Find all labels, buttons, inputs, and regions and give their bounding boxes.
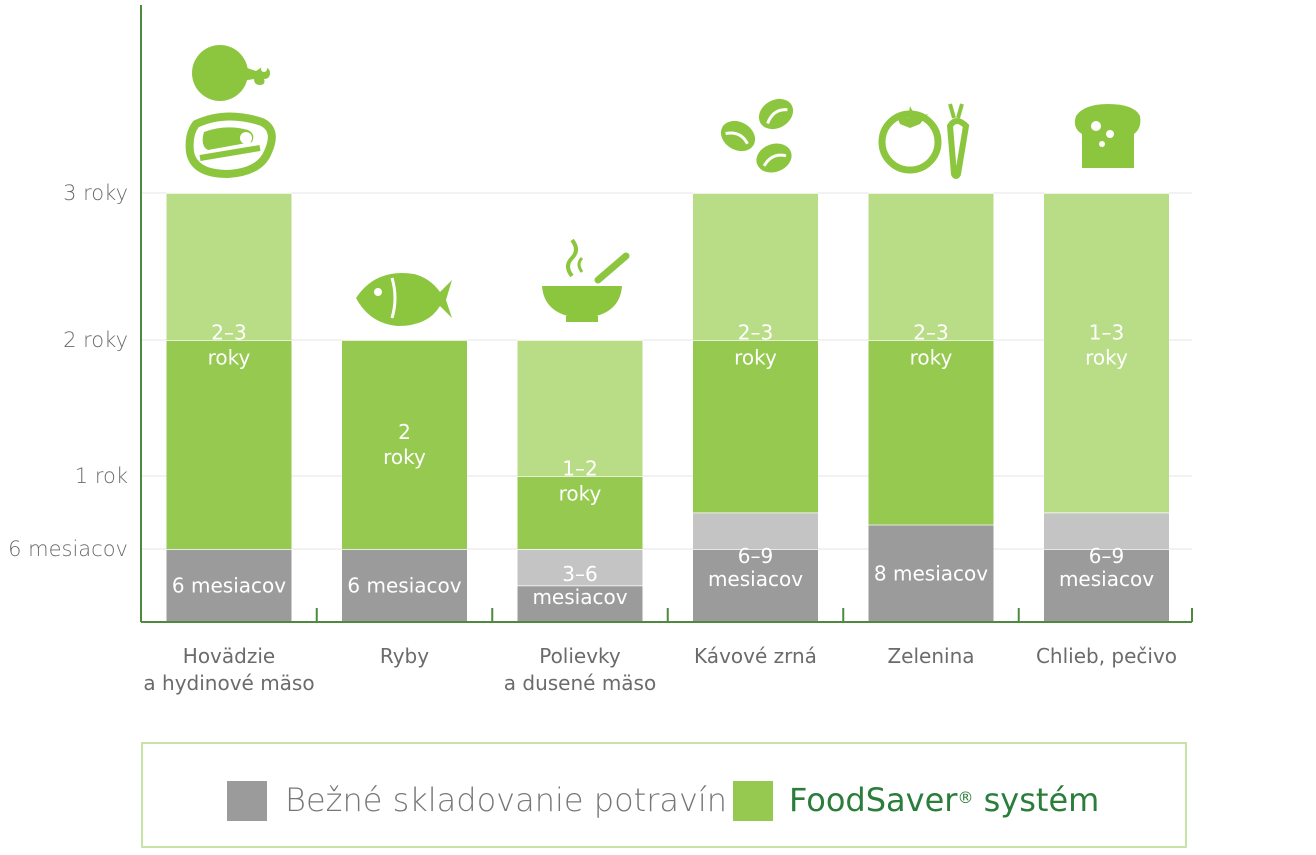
bar-label-conventional: 6–9: [738, 544, 773, 568]
bar-conventional-range-soups: [517, 549, 643, 586]
category-labels: Hovädzie a hydinové mäso Ryby Polievky a dus…: [143, 644, 1177, 695]
foodsaver-brand: FoodSaver: [789, 781, 958, 819]
bar-label-conventional: 6 mesiacov: [347, 574, 461, 598]
bar-foodsaver-range-coffee: [693, 193, 818, 340]
x-category-label: Polievky: [539, 644, 621, 668]
soup-bowl-icon: [542, 238, 630, 322]
bar-label-foodsaver: 2–3: [913, 321, 948, 345]
x-category-label: Kávové zrná: [694, 644, 817, 668]
bar-conventional-min-coffee: [693, 549, 818, 622]
coffee-beans-icon: [720, 98, 794, 173]
legend-swatch-foodsaver: [733, 781, 773, 821]
bar-label-conventional: mesiacov: [708, 567, 803, 591]
y-tick-label: 2 roky: [63, 328, 128, 352]
bar-label-foodsaver: roky: [734, 346, 777, 370]
bar-foodsaver-min-fish: [342, 340, 467, 549]
chicken-leg-icon: [192, 45, 270, 101]
bar-foodsaver-min-beef-poultry: [166, 340, 292, 549]
y-tick-label: 3 roky: [63, 181, 128, 205]
registered-mark: ®: [957, 788, 974, 807]
y-tick-label: 1 rok: [75, 464, 128, 488]
bar-foodsaver-min-soups: [517, 476, 643, 549]
bar-conventional-range-bread: [1044, 512, 1169, 549]
steak-icon: [185, 112, 276, 179]
y-tick-label: 6 mesiacov: [8, 537, 128, 561]
bar-label-foodsaver: roky: [1085, 346, 1128, 370]
bar-conventional-min-beef-poultry: [166, 549, 292, 622]
bar-foodsaver-min-coffee: [693, 340, 818, 513]
bread-icon: [1074, 104, 1141, 168]
storage-time-chart: 6 mesiacov 1 rok 2 roky 3 roky 6 mesiacov 2–…: [8, 5, 1193, 695]
bar-label-foodsaver: 2–3: [738, 321, 773, 345]
bar-foodsaver-min-vegetables: [868, 340, 994, 525]
x-category-label: Zelenina: [887, 644, 974, 668]
gridlines: [141, 192, 1192, 550]
x-category-label: Ryby: [380, 644, 429, 668]
bar-label-conventional: mesiacov: [1059, 567, 1154, 591]
bar-label-foodsaver: roky: [383, 445, 426, 469]
y-axis-ticks: 6 mesiacov 1 rok 2 roky 3 roky: [8, 181, 128, 561]
category-icons: [185, 45, 1141, 326]
bar-label-foodsaver: 1–2: [562, 457, 597, 481]
legend-label-conventional: Bežné skladovanie potravín: [285, 781, 728, 819]
bar-label-conventional: 6 mesiacov: [172, 574, 286, 598]
bar-label-conventional: 8 mesiacov: [874, 561, 988, 585]
bar-label-foodsaver: 2–3: [211, 321, 246, 345]
legend: Bežné skladovanie potravín FoodSaver® sy…: [141, 742, 1187, 848]
legend-system-text: systém: [973, 781, 1100, 819]
fish-icon: [356, 273, 452, 326]
bar-label-conventional: mesiacov: [532, 585, 627, 609]
bar-foodsaver-range-soups: [517, 340, 643, 476]
bar-conventional-min-bread: [1044, 549, 1169, 622]
legend-swatch-conventional: [227, 781, 267, 821]
x-category-label: a dusené mäso: [504, 671, 656, 695]
bar-label-conventional: 3–6: [562, 562, 597, 586]
bars: [166, 192, 1169, 622]
bar-conventional-min-vegetables: [868, 524, 994, 622]
bar-foodsaver-range-bread: [1044, 193, 1169, 513]
tomato-icon: [878, 106, 942, 174]
legend-label-foodsaver: FoodSaver® systém: [789, 780, 1099, 820]
x-category-label: a hydinové mäso: [143, 671, 314, 695]
bar-label-foodsaver: roky: [910, 346, 953, 370]
bar-foodsaver-range-beef-poultry: [166, 193, 292, 340]
bar-label-foodsaver: 1–3: [1089, 321, 1124, 345]
bar-conventional-min-fish: [342, 549, 467, 622]
bar-foodsaver-range-vegetables: [868, 193, 994, 340]
bar-conventional-min-soups: [517, 585, 643, 622]
x-category-label: Hovädzie: [183, 644, 275, 668]
bar-label-foodsaver: roky: [208, 346, 251, 370]
bar-label-foodsaver: 2: [398, 420, 411, 444]
bar-conventional-range-coffee: [693, 512, 818, 549]
axes: [140, 5, 1193, 623]
carrot-icon: [946, 103, 970, 179]
x-category-label: Chlieb, pečivo: [1036, 644, 1177, 668]
bar-label-conventional: 6–9: [1089, 544, 1124, 568]
bar-label-foodsaver: roky: [559, 482, 602, 506]
